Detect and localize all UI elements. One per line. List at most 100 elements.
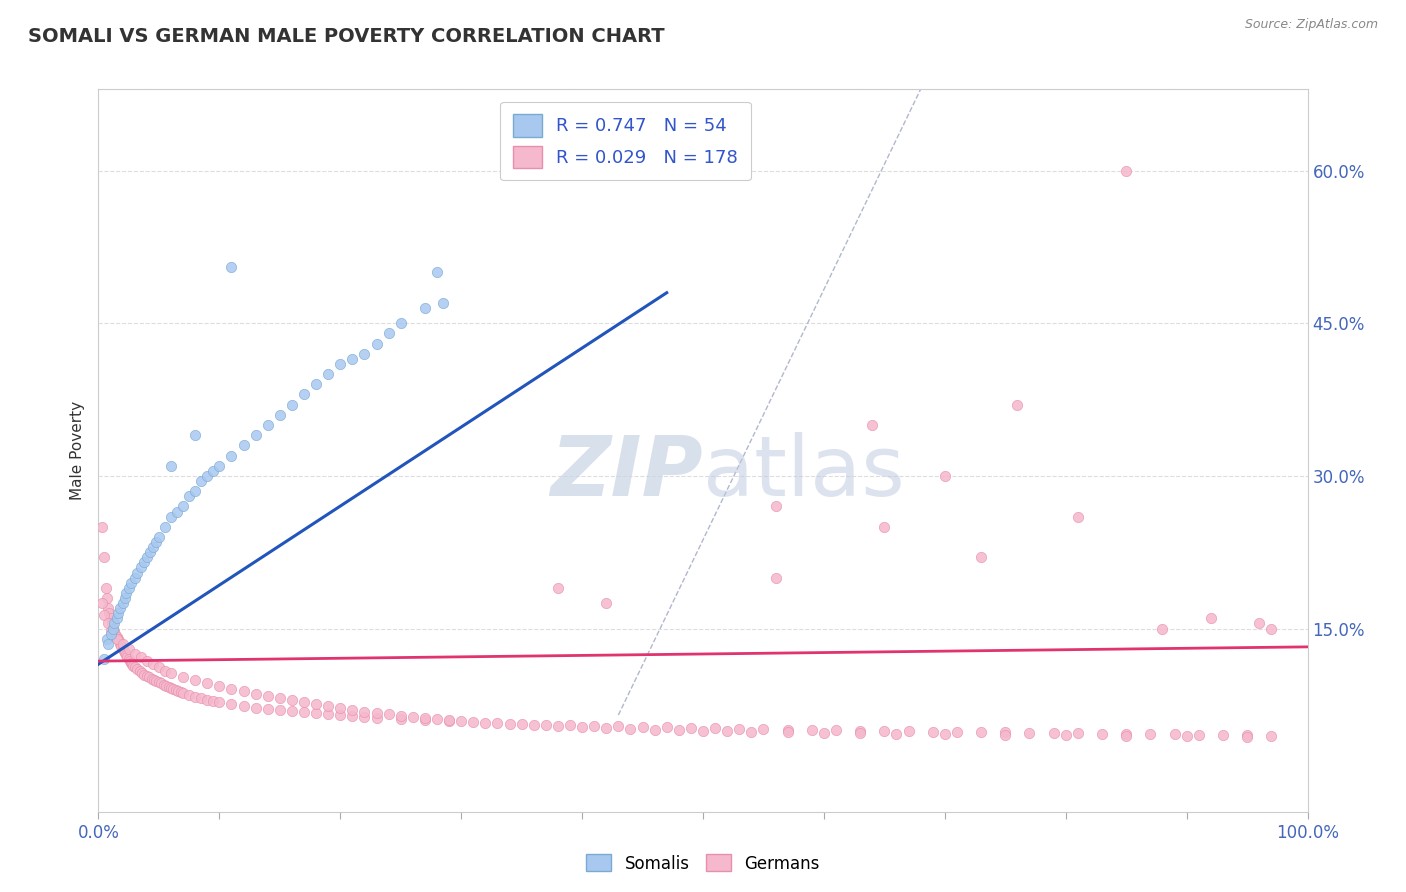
Point xyxy=(1260,622,1282,636)
Point xyxy=(98,607,121,621)
Point xyxy=(172,686,194,700)
Point xyxy=(728,723,751,737)
Point xyxy=(160,509,183,524)
Point xyxy=(111,641,134,656)
Point xyxy=(169,684,191,698)
Point xyxy=(190,474,212,488)
Point xyxy=(93,550,115,565)
Point xyxy=(934,469,956,483)
Point xyxy=(1139,727,1161,741)
Point xyxy=(873,724,896,739)
Point xyxy=(921,725,943,739)
Point xyxy=(668,723,690,738)
Point xyxy=(160,666,183,681)
Point xyxy=(595,721,617,735)
Point xyxy=(813,726,835,740)
Point xyxy=(1212,728,1234,742)
Point xyxy=(167,683,190,698)
Point xyxy=(292,695,315,709)
Point xyxy=(148,675,170,690)
Point xyxy=(112,644,135,658)
Point xyxy=(1249,616,1271,631)
Point xyxy=(93,652,115,666)
Point xyxy=(413,713,436,727)
Point xyxy=(103,616,125,631)
Point xyxy=(353,710,375,724)
Point xyxy=(292,705,315,719)
Point xyxy=(145,674,167,689)
Point xyxy=(131,666,153,681)
Point xyxy=(704,721,727,735)
Point xyxy=(105,611,128,625)
Point xyxy=(1152,622,1174,636)
Point xyxy=(256,417,278,432)
Point xyxy=(765,571,787,585)
Point xyxy=(1067,726,1090,740)
Point xyxy=(558,718,581,732)
Point xyxy=(1199,611,1222,625)
Point xyxy=(426,712,449,726)
Point xyxy=(1091,727,1114,741)
Point xyxy=(655,720,678,734)
Point xyxy=(103,624,125,638)
Point xyxy=(245,687,267,701)
Point xyxy=(110,639,132,653)
Point xyxy=(124,571,146,585)
Point xyxy=(316,698,339,713)
Point xyxy=(994,728,1017,742)
Point xyxy=(141,673,163,687)
Point xyxy=(127,566,149,580)
Point xyxy=(221,681,243,696)
Point xyxy=(619,723,641,737)
Point xyxy=(305,706,328,720)
Point xyxy=(970,550,993,565)
Point xyxy=(134,668,156,682)
Point xyxy=(437,713,460,727)
Point xyxy=(607,719,630,733)
Point xyxy=(402,710,425,724)
Point xyxy=(105,630,128,644)
Point xyxy=(139,545,162,559)
Point xyxy=(195,693,218,707)
Point xyxy=(165,682,187,697)
Point xyxy=(135,654,157,668)
Point xyxy=(1054,728,1077,742)
Point xyxy=(281,693,304,707)
Point xyxy=(679,721,702,735)
Point xyxy=(800,723,823,738)
Point xyxy=(994,725,1017,739)
Point xyxy=(269,703,291,717)
Point xyxy=(97,601,120,615)
Point xyxy=(114,646,136,660)
Point xyxy=(1163,727,1185,741)
Text: Source: ZipAtlas.com: Source: ZipAtlas.com xyxy=(1244,18,1378,31)
Y-axis label: Male Poverty: Male Poverty xyxy=(70,401,86,500)
Point xyxy=(143,673,166,688)
Point xyxy=(108,633,131,648)
Point xyxy=(1175,730,1198,744)
Point xyxy=(152,677,174,691)
Point xyxy=(114,591,136,605)
Point xyxy=(269,408,291,422)
Point xyxy=(100,611,122,625)
Point xyxy=(934,727,956,741)
Point xyxy=(1115,163,1137,178)
Point xyxy=(256,702,278,716)
Point xyxy=(970,725,993,739)
Point xyxy=(498,717,520,731)
Point xyxy=(202,464,225,478)
Point xyxy=(583,719,606,733)
Point xyxy=(208,458,231,473)
Point xyxy=(115,648,138,662)
Point xyxy=(510,717,533,731)
Point xyxy=(329,357,352,371)
Point xyxy=(897,724,920,739)
Point xyxy=(1236,731,1258,745)
Point xyxy=(96,591,118,605)
Point xyxy=(316,706,339,721)
Point xyxy=(190,690,212,705)
Point xyxy=(127,662,149,676)
Point xyxy=(232,438,254,452)
Point xyxy=(124,660,146,674)
Point xyxy=(740,725,762,739)
